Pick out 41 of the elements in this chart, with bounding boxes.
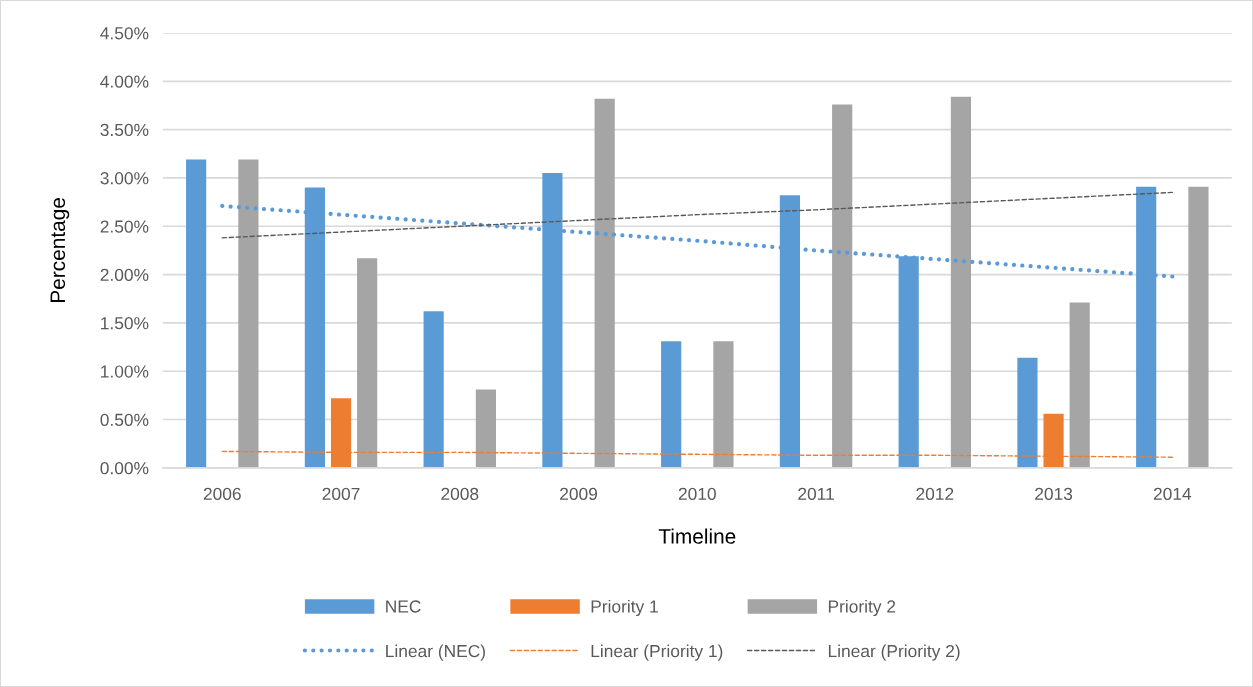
bar: [832, 104, 853, 468]
x-tick-label: 2009: [560, 487, 598, 501]
x-tick-label: 2014: [1153, 487, 1192, 501]
x-tick-label: 2007: [322, 487, 360, 501]
bar: [475, 389, 496, 468]
x-tick-label: 2011: [798, 487, 834, 501]
y-tick-label: 1.50%: [101, 317, 149, 330]
legend-label: Priority 1: [591, 599, 658, 617]
y-axis-title: Percentage: [50, 198, 70, 302]
y-tick-label: 4.50%: [100, 27, 149, 40]
x-tick-label: 2006: [203, 487, 241, 501]
legend-label: NEC: [386, 600, 421, 613]
bar: [1188, 186, 1209, 468]
bar: [423, 311, 444, 468]
y-tick-label: 0.50%: [100, 413, 149, 426]
x-tick-label: 2010: [678, 487, 716, 501]
y-tick-label: 3.00%: [100, 172, 149, 185]
bar: [950, 96, 972, 468]
legend-label: Priority 2: [828, 599, 896, 617]
x-tick-label: 2013: [1035, 487, 1073, 501]
bar: [1017, 357, 1038, 468]
legend-label: Linear (NEC): [386, 644, 485, 661]
y-tick-label: 3.50%: [100, 123, 149, 137]
line-series: [221, 191, 1174, 239]
x-axis-title: Timeline: [658, 528, 736, 544]
y-tick-label: 2.50%: [100, 220, 149, 233]
bar: [1069, 302, 1090, 468]
bar: [357, 258, 378, 468]
bar: [661, 341, 682, 468]
y-tick-label: 2.00%: [100, 268, 149, 282]
bar: [594, 98, 615, 468]
bar: [713, 341, 734, 468]
legend-label: Linear (Priority 2): [828, 644, 960, 661]
x-tick-label: 2008: [441, 487, 479, 501]
legend-label: Linear (Priority 1): [591, 644, 723, 661]
bar: [186, 159, 207, 468]
y-tick-label: 1.00%: [101, 365, 149, 378]
y-tick-label: 4.00%: [100, 75, 149, 88]
x-tick-label: 2012: [916, 487, 954, 501]
bar: [238, 159, 259, 468]
y-tick-label: 0.00%: [100, 462, 149, 475]
